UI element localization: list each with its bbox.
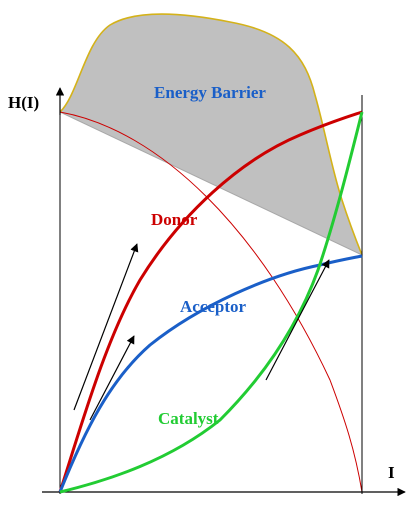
y-axis-label: H(I) [8,93,39,112]
energy-barrier-outline [59,13,363,256]
acceptor-label: Acceptor [180,297,247,316]
thin-decay-curve [59,111,363,493]
donor-arrow [73,243,139,411]
barrier-baseline [59,111,363,256]
acceptor-curve [58,254,363,493]
energy-barrier-region [60,14,362,255]
acceptor-arrow [89,335,135,421]
donor-curve [58,110,363,493]
energy-barrier-label: Energy Barrier [154,83,266,102]
x-axis-label: I [388,463,395,482]
donor-label: Donor [151,210,198,229]
catalyst-curve [59,111,364,494]
catalyst-arrow [265,259,330,381]
catalyst-label: Catalyst [158,409,219,428]
